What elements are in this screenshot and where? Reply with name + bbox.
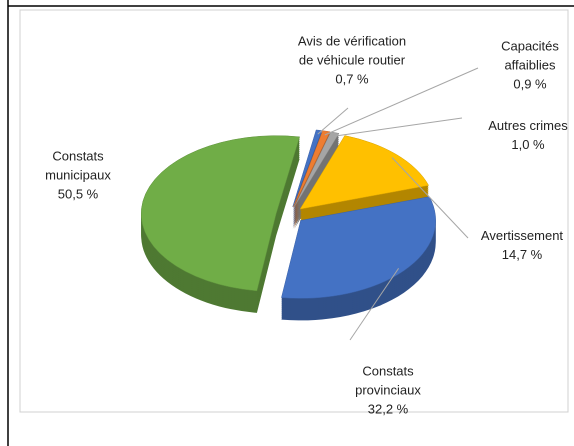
slice xyxy=(140,135,300,313)
data-label: Constats provinciaux 32,2 % xyxy=(333,362,443,419)
category-name: Avertissement xyxy=(480,228,564,243)
data-label: Autres crimes 1,0 % xyxy=(478,116,574,154)
slice-top xyxy=(293,130,331,207)
value-label: 14,7 % xyxy=(501,247,543,262)
slice-side xyxy=(294,133,339,209)
category-name: Capacités affaiblies xyxy=(501,38,559,73)
leader-line xyxy=(324,67,479,136)
category-name: Constats provinciaux xyxy=(355,363,421,398)
value-label: 1,0 % xyxy=(511,137,545,152)
slice-side xyxy=(294,137,339,213)
category-name: Autres crimes xyxy=(488,118,568,133)
data-label: Constats municipaux 50,5 % xyxy=(28,147,128,204)
slice-side xyxy=(294,141,339,217)
category-name: Constats municipaux xyxy=(45,148,111,183)
data-label: Avis de vérification de véhicule routier… xyxy=(297,32,407,89)
slice xyxy=(281,196,436,321)
leader-line xyxy=(349,268,399,341)
leader-line xyxy=(332,117,463,137)
slice-top xyxy=(281,196,436,299)
plot-area xyxy=(19,9,569,413)
value-label: 0,9 % xyxy=(513,76,547,92)
slice-side xyxy=(294,139,339,215)
data-label: Avertissement 14,7 % xyxy=(462,226,574,264)
category-name: Avis de vérification de véhicule routier xyxy=(297,33,407,68)
leader-line xyxy=(391,157,469,239)
slice-top xyxy=(299,135,430,210)
slice-side xyxy=(294,135,339,211)
value-label: 32,2 % xyxy=(367,401,409,417)
slice-top xyxy=(140,135,300,292)
value-label: 0,7 % xyxy=(335,71,369,87)
value-label: 50,5 % xyxy=(57,186,99,202)
leader-line xyxy=(317,107,349,135)
data-label: Capacités affaiblies 0,9 % xyxy=(485,37,574,94)
